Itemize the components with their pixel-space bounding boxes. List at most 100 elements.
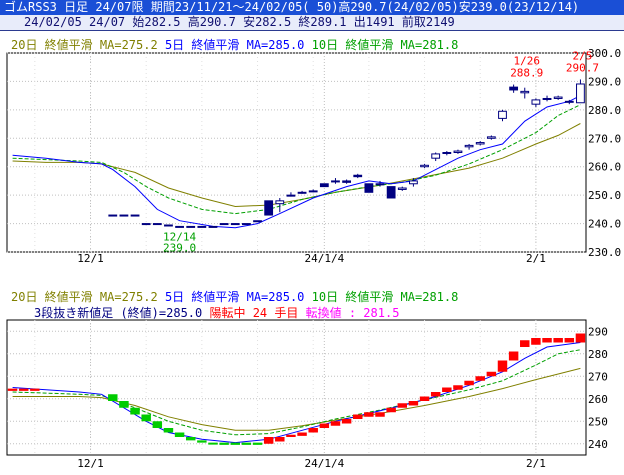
candle (564, 100, 574, 103)
sanbon-brick (141, 414, 151, 422)
sanbon-brick (219, 442, 229, 445)
candle (208, 225, 218, 228)
x-tick-label: 24/1/4 (304, 252, 344, 265)
top-legend: 20日 終値平滑 MA=275.2 5日 終値平滑 MA=285.0 10日 終… (11, 36, 458, 53)
candle (319, 183, 329, 188)
plot-frame (6, 52, 587, 253)
sanbon-brick (263, 437, 274, 444)
sanbon-brick (119, 401, 129, 408)
y-tick-label: 250.0 (588, 189, 621, 202)
candle (230, 223, 240, 226)
sanbon-brick (408, 401, 419, 406)
sanbon-brick (419, 396, 430, 401)
candle (108, 214, 118, 217)
candle (542, 97, 552, 100)
y-tick-label: 270.0 (588, 132, 621, 145)
candle (331, 180, 340, 183)
candle (520, 90, 530, 94)
candle (453, 150, 463, 153)
sanbon-brick (174, 432, 185, 437)
x-tick-label: 2/1 (526, 457, 546, 470)
sanbon-brick (152, 421, 163, 428)
ma5-line (12, 95, 581, 229)
candle (297, 191, 307, 194)
sanbon-brick (319, 423, 330, 428)
bottom-legend: 20日 終値平滑 MA=275.2 5日 終値平滑 MA=285.0 10日 終… (11, 288, 458, 305)
candle (375, 183, 385, 186)
sanbon-brick (230, 442, 240, 445)
candle (442, 152, 452, 154)
y-tick-label: 240 (588, 438, 608, 451)
legend-ma10: 10日 終値平滑 MA=281.8 (311, 38, 459, 52)
candle (275, 200, 285, 205)
sanbon-close-value: 3段抜き新値足 (終値)=285.0 (34, 306, 203, 320)
y-tick-label: 230.0 (588, 246, 621, 259)
sanbon-brick (30, 388, 40, 391)
ma5-line (12, 342, 581, 444)
sanbon-brick (475, 376, 485, 381)
y-tick-label: 290.0 (588, 75, 621, 88)
ma20-line (12, 367, 581, 431)
candle (308, 190, 318, 193)
candle (286, 194, 296, 197)
candle (486, 136, 496, 139)
sanbon-brick (575, 333, 586, 343)
x-tick-label: 12/1 (77, 457, 104, 470)
y-tick-label: 260.0 (588, 161, 621, 174)
sanbon-brick (208, 442, 218, 445)
sanbon-brick (520, 340, 530, 347)
candle (464, 144, 474, 148)
x-tick-label: 2/1 (526, 252, 546, 265)
annotation-date: 2/5 (572, 49, 592, 62)
candle (397, 187, 407, 190)
y-tick-label: 280 (588, 348, 608, 361)
sanbon-brick (286, 434, 296, 437)
sanbon-brick (453, 385, 463, 390)
sanbon-brick (308, 428, 318, 433)
legend-ma20: 20日 終値平滑 MA=275.2 (11, 38, 158, 52)
y-tick-label: 270 (588, 370, 608, 383)
y-tick-label: 280.0 (588, 104, 621, 117)
ma10-line (12, 349, 581, 436)
candle (175, 225, 184, 228)
annotation-value: 288.9 (510, 67, 543, 80)
sanbon-brick (297, 432, 307, 436)
y-tick-label: 290 (588, 325, 608, 338)
candle (420, 164, 429, 168)
candle (241, 223, 251, 226)
candle (353, 174, 363, 178)
sanbon-brick (531, 338, 541, 345)
sanbon-brick (108, 394, 118, 401)
sanbon-brick (375, 412, 385, 417)
legend-ma10: 10日 終値平滑 MA=281.8 (311, 290, 459, 304)
sanbon-brick (353, 414, 363, 419)
y-tick-label: 300.0 (588, 47, 621, 60)
chart-header-ohlc: 24/02/05 24/07 始282.5 高290.7 安282.5 終289… (0, 15, 624, 31)
sanbon-brick (364, 412, 374, 417)
y-tick-label: 250 (588, 415, 608, 428)
candle (152, 223, 162, 226)
candle (475, 142, 485, 145)
sanbon-brick (7, 388, 18, 391)
sanbon-brick (564, 338, 575, 343)
sanbon-brick (197, 440, 207, 443)
sanbon-brick (386, 407, 396, 413)
candle (509, 86, 519, 91)
sanbon-info: 3段抜き新値足 (終値)=285.0 陽転中 24 手目 転換値 : 281.5 (34, 304, 399, 321)
candle (130, 214, 140, 217)
candle (386, 186, 396, 199)
candle (431, 153, 441, 159)
sanbon-brick (241, 442, 252, 445)
legend-ma20: 20日 終値平滑 MA=275.2 (11, 290, 158, 304)
annotation-date: 12/14 (163, 230, 196, 243)
annotation-value: 290.7 (566, 61, 599, 74)
plot-frame (6, 319, 587, 456)
candle (364, 183, 374, 193)
sanbon-brick (397, 403, 408, 408)
sanbon-brick (430, 392, 441, 397)
legend-ma5: 5日 終値平滑 MA=285.0 (164, 290, 305, 304)
annotation-value: 239.0 (163, 241, 196, 254)
sanbon-brick (163, 428, 174, 433)
candle (498, 110, 507, 119)
ma10-line (12, 104, 581, 215)
